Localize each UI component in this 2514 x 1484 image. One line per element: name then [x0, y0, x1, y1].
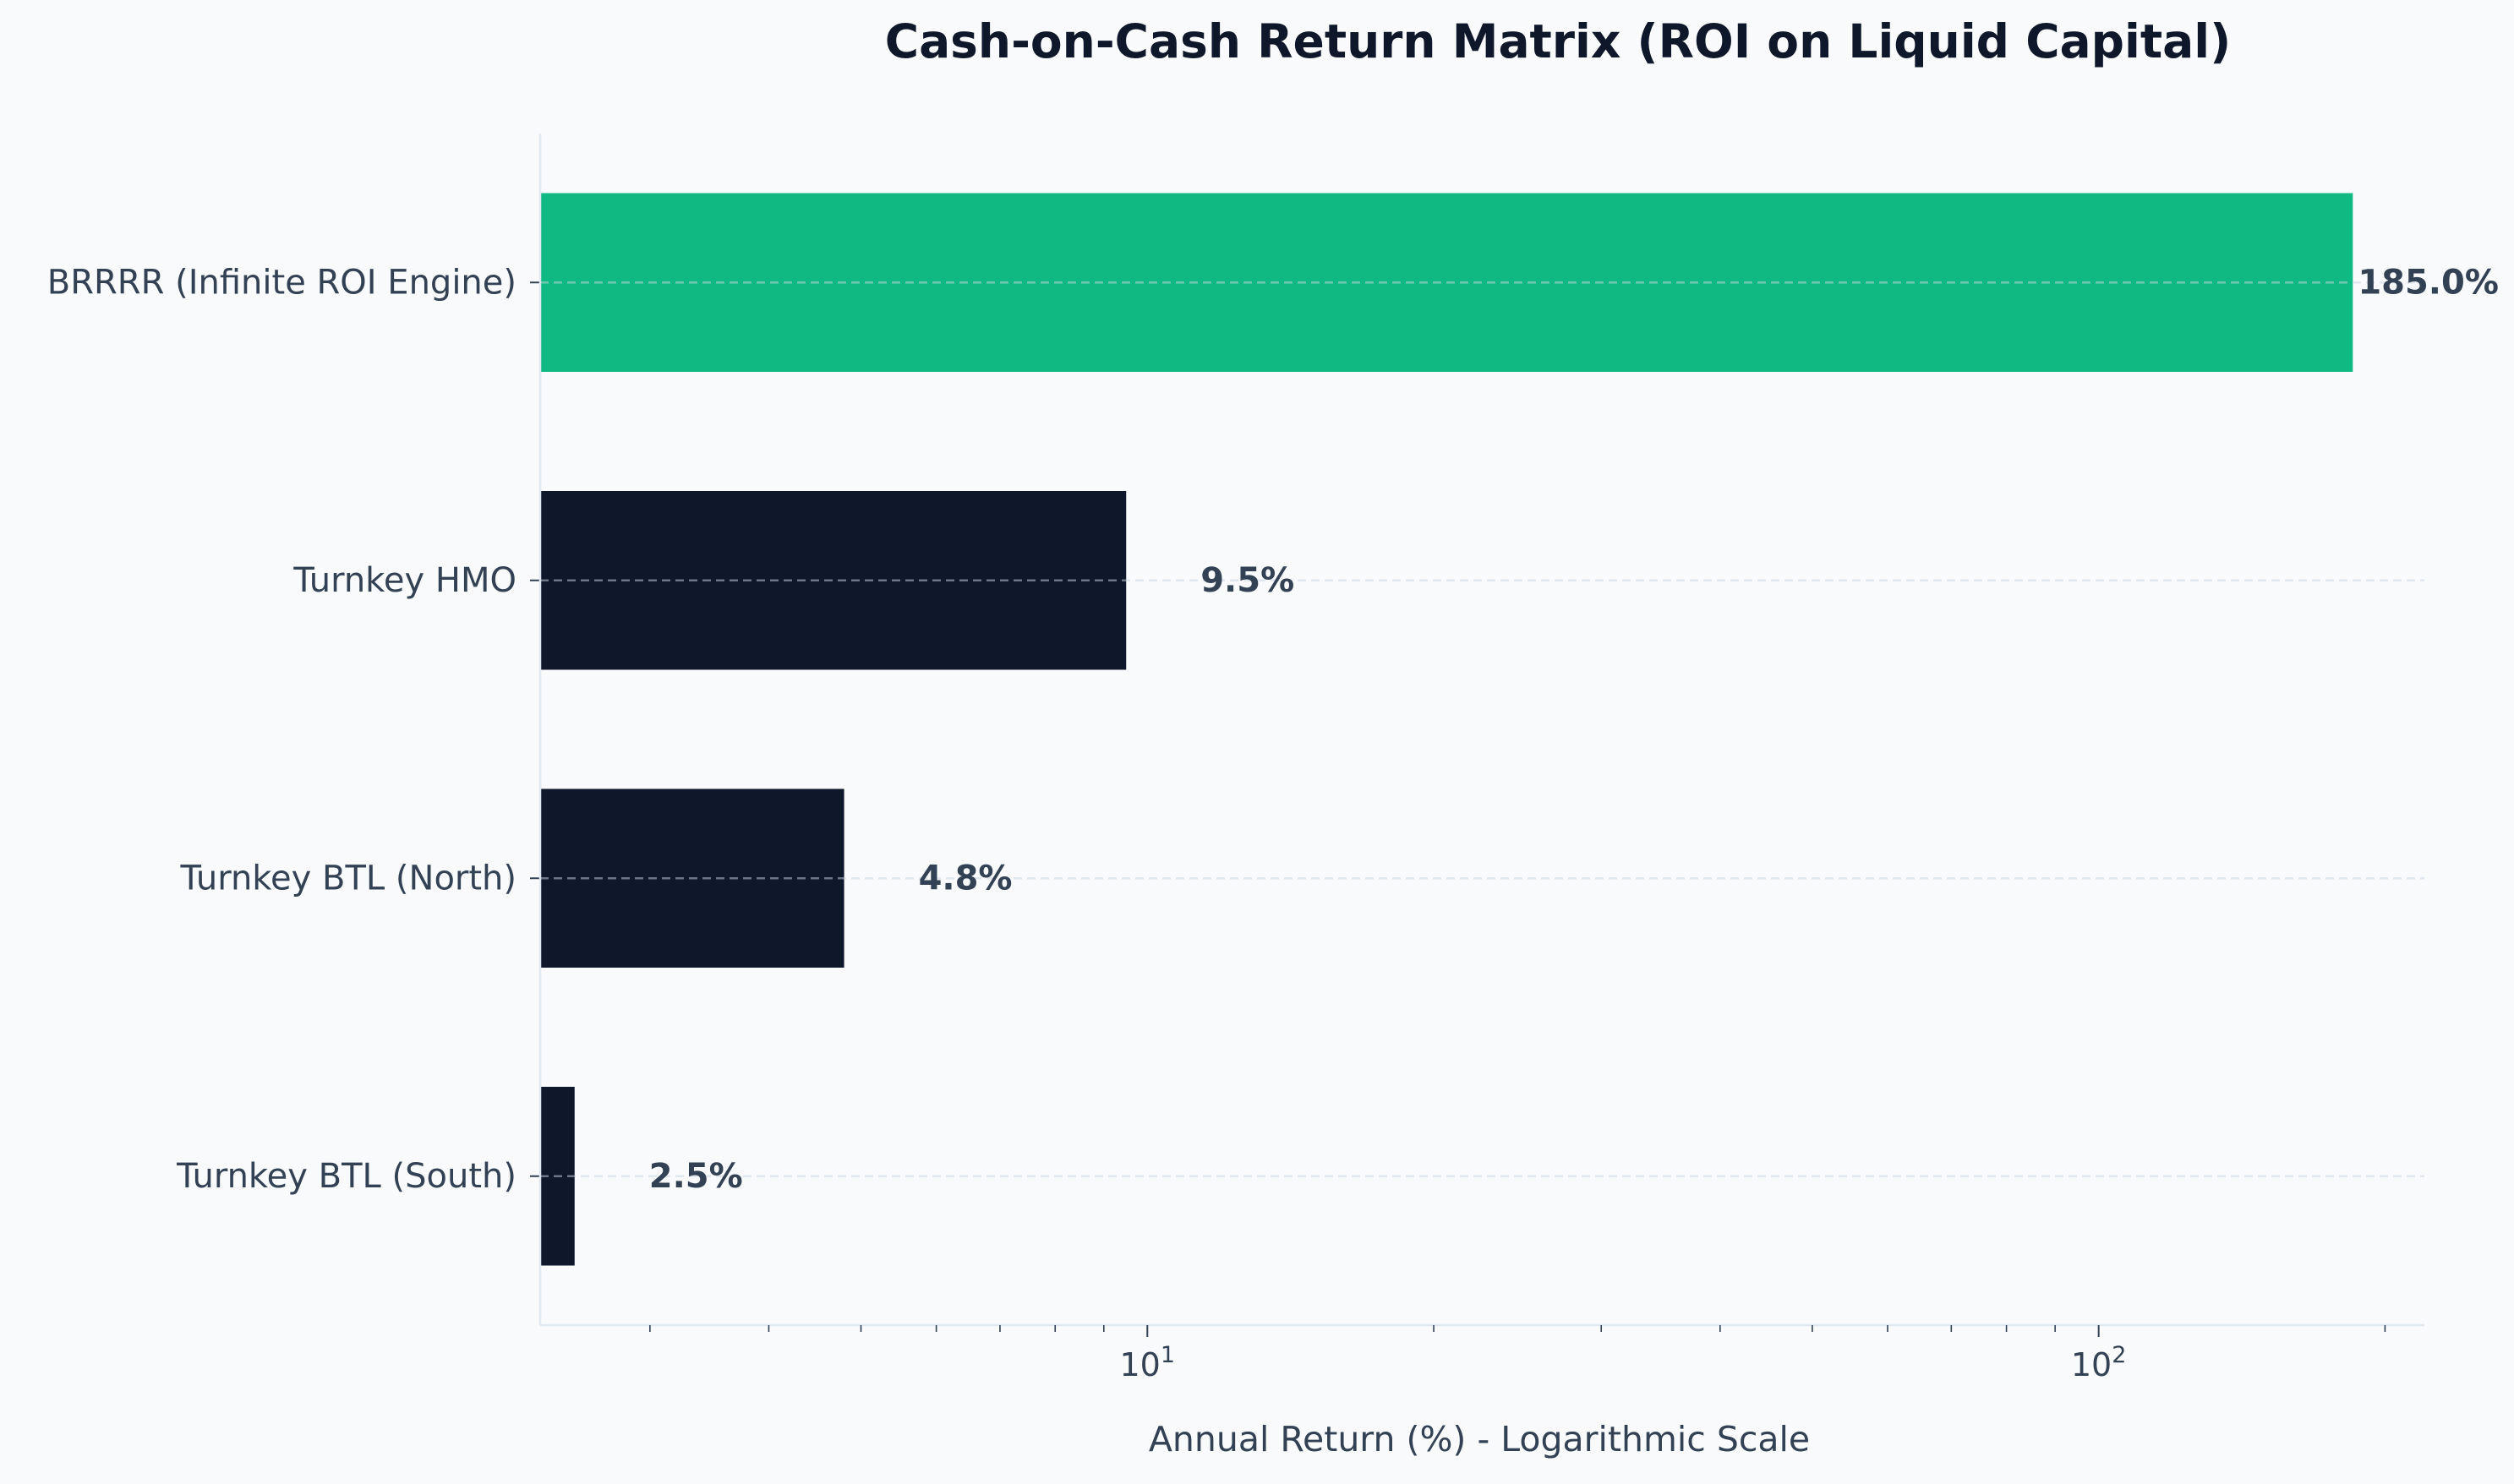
x-tick-label-base: 10 [1120, 1346, 1161, 1383]
value-label: 9.5% [1200, 561, 1294, 600]
x-tick-label-exponent: 2 [2112, 1342, 2126, 1368]
x-tick-label: 101 [1120, 1342, 1176, 1383]
category-label: Turnkey HMO [292, 561, 516, 600]
x-tick-label: 102 [2071, 1342, 2127, 1383]
plot-area: BRRRR (Infinite ROI Engine) 185.0% Turnkey… [47, 134, 2499, 1383]
category-label: Turnkey BTL (South) [176, 1157, 516, 1196]
value-label: 2.5% [649, 1157, 743, 1196]
chart-title: Cash-on-Cash Return Matrix (ROI on Liqui… [885, 14, 2232, 68]
x-axis-label: Annual Return (%) - Logarithmic Scale [1149, 1419, 1810, 1459]
value-label: 4.8% [919, 859, 1013, 897]
category-label: BRRRR (Infinite ROI Engine) [47, 263, 516, 302]
value-label: 185.0% [2358, 263, 2499, 302]
category-label: Turnkey BTL (North) [180, 859, 517, 897]
x-tick-label-exponent: 1 [1161, 1342, 1175, 1368]
x-tick-label-base: 10 [2071, 1346, 2112, 1383]
